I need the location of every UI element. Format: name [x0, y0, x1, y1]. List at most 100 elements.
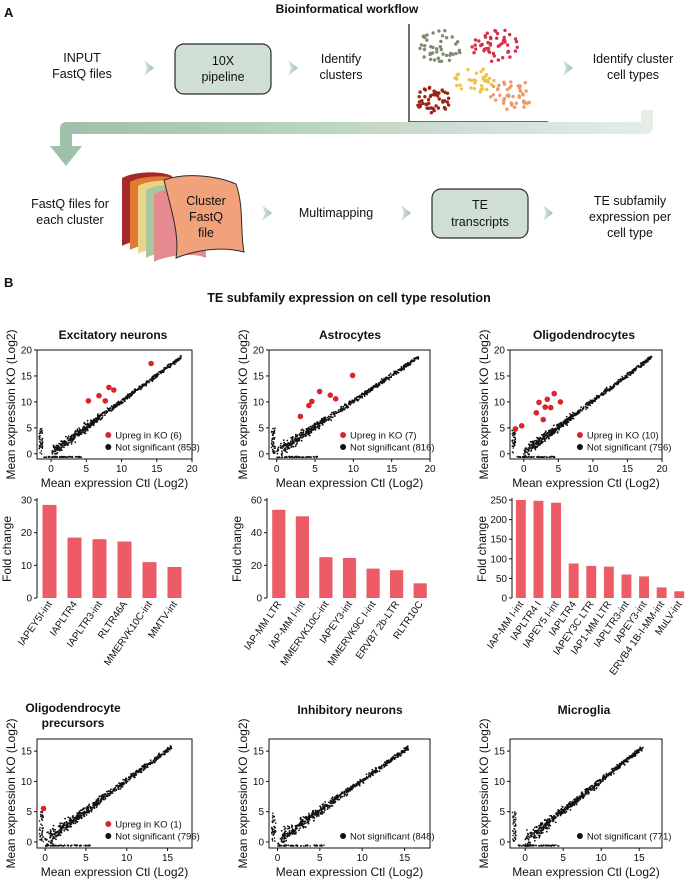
cluster-dot-3 [443, 107, 448, 111]
x-tick-label: 20 [656, 464, 668, 475]
upreg-point [40, 805, 47, 812]
ns-point [40, 834, 43, 836]
ns-point [76, 432, 78, 435]
ns-point [528, 445, 531, 448]
ns-point [271, 821, 274, 824]
ns-point [132, 772, 135, 775]
ns-point [371, 768, 374, 771]
ns-point [320, 419, 323, 422]
ns-point [40, 450, 43, 452]
cluster-dot-4 [502, 99, 506, 103]
cluster-dot-3 [445, 91, 450, 96]
cluster-dot-0 [429, 45, 433, 49]
ns-point [77, 817, 80, 819]
ns-point [308, 456, 310, 458]
ns-point [579, 796, 582, 799]
ns-point [575, 803, 578, 806]
ns-point [542, 828, 545, 831]
legend-upreg-label: Upreg in KO (7) [350, 431, 417, 442]
cluster-dot-2 [479, 69, 483, 74]
ns-point [40, 427, 43, 430]
ns-point [108, 409, 110, 412]
ns-point [46, 845, 49, 847]
ns-point [558, 810, 561, 813]
ns-point [286, 439, 289, 442]
ns-point [331, 805, 334, 807]
ns-point [112, 790, 114, 792]
ns-point [290, 824, 293, 827]
ns-point [349, 400, 351, 403]
cluster-dot-0 [448, 53, 452, 57]
ns-point [352, 399, 355, 402]
legend-ns-label: Not significant (853) [115, 443, 199, 454]
ns-point [155, 376, 158, 379]
upreg-point [327, 392, 334, 399]
ns-point [554, 817, 557, 820]
ns-point [406, 364, 408, 367]
ns-point [41, 431, 43, 434]
te-box-label-line1: TE [472, 198, 488, 212]
ns-point [626, 376, 629, 379]
x-tick-label: 10 [587, 464, 599, 475]
ns-point [55, 452, 58, 455]
ns-point [101, 416, 104, 419]
ns-point [67, 826, 70, 828]
ns-point [607, 388, 610, 391]
ns-point [512, 830, 514, 832]
ns-point [131, 392, 134, 394]
ns-point [645, 360, 648, 363]
ns-point [111, 792, 114, 794]
ns-point [328, 418, 331, 420]
ns-point [568, 802, 571, 804]
ns-point [540, 822, 542, 825]
ns-point [345, 794, 348, 797]
ns-point [566, 424, 569, 427]
y-tick-label: 15 [494, 371, 506, 382]
cluster-dot-0 [422, 47, 427, 52]
bar [413, 583, 427, 598]
ns-point [397, 371, 400, 374]
ns-point [97, 797, 100, 800]
cluster-dot-2 [485, 87, 489, 92]
ns-point [39, 452, 41, 454]
ns-point [81, 431, 84, 434]
ns-point [158, 370, 161, 373]
ns-point [39, 838, 42, 841]
ns-point [288, 827, 291, 830]
ns-point [321, 803, 324, 806]
ns-point [554, 821, 557, 824]
ns-point [308, 814, 311, 817]
cluster-dot-1 [500, 41, 504, 46]
ns-point [126, 393, 129, 396]
ns-point [65, 826, 68, 828]
ns-point [307, 822, 310, 825]
cluster-dot-3 [418, 104, 422, 109]
ns-point [324, 801, 326, 803]
ns-point [137, 387, 140, 390]
x-tick-label: 0 [48, 464, 54, 475]
ns-point [317, 424, 320, 426]
ns-point [98, 417, 100, 420]
ns-point [302, 436, 304, 438]
ns-point [86, 419, 89, 422]
ns-point [584, 403, 587, 406]
ns-point [398, 754, 401, 757]
ns-point [92, 418, 95, 421]
ns-point [85, 814, 88, 816]
y-tick-label: 0 [499, 837, 505, 848]
ns-point [612, 772, 615, 775]
ns-point [602, 778, 604, 781]
ns-point [126, 396, 129, 399]
ns-point [565, 419, 567, 422]
ns-point [343, 791, 346, 794]
ns-point [55, 835, 57, 838]
ns-point [378, 767, 381, 769]
ns-point [65, 823, 68, 826]
ns-point [603, 390, 605, 393]
ns-point [539, 456, 541, 459]
ns-point [140, 768, 143, 771]
ns-point [58, 447, 61, 450]
ns-point [538, 444, 541, 446]
